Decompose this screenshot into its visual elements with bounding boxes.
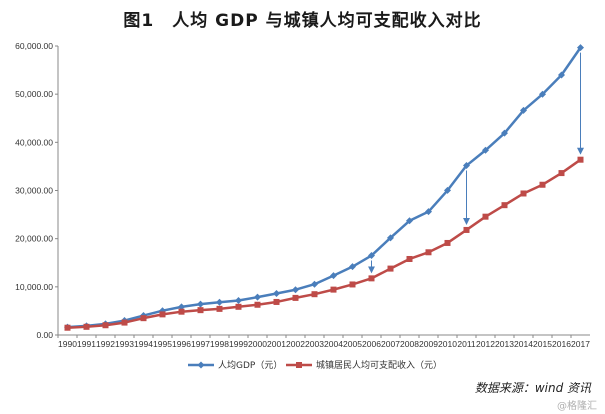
data-point bbox=[501, 129, 508, 137]
x-tick-label: 2014 bbox=[514, 339, 533, 349]
data-point bbox=[292, 286, 299, 294]
data-point bbox=[216, 305, 223, 312]
data-point bbox=[463, 226, 470, 233]
data-point bbox=[64, 324, 71, 331]
data-point bbox=[121, 319, 128, 326]
legend-marker bbox=[296, 362, 302, 368]
y-tick-label: 10,000.00 bbox=[15, 282, 53, 292]
data-point bbox=[577, 44, 584, 52]
data-point bbox=[539, 181, 546, 188]
x-tick-label: 2015 bbox=[533, 339, 552, 349]
x-tick-label: 1992 bbox=[96, 339, 115, 349]
x-tick-label: 2003 bbox=[305, 339, 324, 349]
x-tick-label: 2012 bbox=[476, 339, 495, 349]
x-tick-label: 1993 bbox=[115, 339, 134, 349]
x-tick-label: 2008 bbox=[400, 339, 419, 349]
x-tick-label: 2000 bbox=[248, 339, 267, 349]
x-tick-label: 2002 bbox=[286, 339, 305, 349]
data-point bbox=[235, 297, 242, 305]
x-tick-label: 2005 bbox=[343, 339, 362, 349]
x-tick-label: 1995 bbox=[153, 339, 172, 349]
x-tick-label: 1996 bbox=[172, 339, 191, 349]
series-line-0 bbox=[67, 46, 582, 329]
data-point bbox=[178, 303, 185, 311]
legend-label: 人均GDP（元） bbox=[218, 359, 282, 371]
data-point bbox=[311, 280, 318, 288]
data-point bbox=[482, 213, 489, 220]
y-tick-label: 50,000.00 bbox=[15, 89, 53, 99]
x-tick-label: 2013 bbox=[495, 339, 514, 349]
y-tick-label: 60,000.00 bbox=[15, 41, 53, 51]
data-point bbox=[349, 281, 356, 288]
data-point bbox=[520, 106, 527, 114]
x-tick-label: 2004 bbox=[324, 339, 343, 349]
data-point bbox=[292, 294, 299, 301]
data-point bbox=[577, 156, 584, 163]
source-note: 数据来源：wind 资讯 bbox=[474, 381, 591, 395]
data-point bbox=[444, 239, 451, 246]
data-point bbox=[444, 186, 451, 194]
x-tick-label: 1997 bbox=[191, 339, 210, 349]
y-tick-label: 20,000.00 bbox=[15, 234, 53, 244]
chart-title: 图1 人均 GDP 与城镇人均可支配收入对比 bbox=[123, 11, 482, 31]
data-point bbox=[273, 298, 280, 305]
data-point bbox=[197, 307, 204, 314]
data-point bbox=[520, 190, 527, 197]
data-point bbox=[368, 252, 375, 260]
data-point bbox=[425, 208, 432, 216]
data-point bbox=[83, 323, 90, 330]
data-point bbox=[406, 217, 413, 225]
data-point bbox=[159, 311, 166, 318]
legend-label: 城镇居民人均可支配收入（元） bbox=[316, 359, 442, 371]
data-point bbox=[558, 170, 565, 177]
data-point bbox=[349, 263, 356, 271]
data-point bbox=[406, 255, 413, 262]
data-point bbox=[482, 146, 489, 154]
series-line-1 bbox=[67, 158, 582, 329]
data-point bbox=[254, 301, 261, 308]
y-tick-label: 40,000.00 bbox=[15, 137, 53, 147]
x-tick-label: 1999 bbox=[229, 339, 248, 349]
data-point bbox=[311, 291, 318, 298]
data-point bbox=[425, 249, 432, 256]
watermark: @格隆汇 bbox=[557, 401, 597, 412]
data-point bbox=[235, 303, 242, 310]
x-tick-label: 2016 bbox=[552, 339, 571, 349]
data-point bbox=[273, 289, 280, 297]
data-point bbox=[140, 315, 147, 322]
data-point bbox=[197, 300, 204, 308]
y-tick-label: 0.00 bbox=[36, 330, 53, 340]
data-point bbox=[463, 162, 470, 170]
data-point bbox=[387, 265, 394, 272]
data-point bbox=[368, 275, 375, 282]
data-point bbox=[387, 234, 394, 242]
x-tick-label: 1994 bbox=[134, 339, 153, 349]
x-tick-label: 2006 bbox=[362, 339, 381, 349]
x-tick-label: 1990 bbox=[58, 339, 77, 349]
data-point bbox=[330, 272, 337, 280]
data-point bbox=[539, 90, 546, 98]
data-point bbox=[178, 308, 185, 315]
data-point bbox=[501, 202, 508, 209]
x-tick-label: 2009 bbox=[419, 339, 438, 349]
x-tick-label: 1991 bbox=[77, 339, 96, 349]
data-point bbox=[330, 286, 337, 293]
data-point bbox=[216, 298, 223, 306]
legend-marker bbox=[197, 361, 205, 369]
x-tick-label: 2017 bbox=[571, 339, 590, 349]
x-tick-label: 2001 bbox=[267, 339, 286, 349]
data-point bbox=[254, 293, 261, 301]
x-tick-label: 2010 bbox=[438, 339, 457, 349]
data-point bbox=[558, 71, 565, 79]
x-tick-label: 2007 bbox=[381, 339, 400, 349]
data-point bbox=[102, 322, 109, 329]
y-tick-label: 30,000.00 bbox=[15, 186, 53, 196]
x-tick-label: 2011 bbox=[457, 339, 476, 349]
x-tick-label: 1998 bbox=[210, 339, 229, 349]
